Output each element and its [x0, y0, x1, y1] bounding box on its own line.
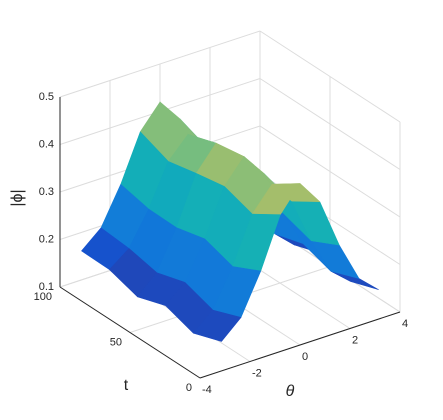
z-tick-label: 0.1	[39, 281, 54, 293]
y-tick-label: 50	[110, 336, 122, 348]
labels: 0.1 0.2 0.3 0.4 0.5 0 50 100 -4 -2 0 2 4	[34, 91, 408, 396]
z-tick-label: 0.2	[39, 233, 54, 245]
surface	[81, 101, 379, 342]
y-tick-label: 100	[34, 291, 52, 303]
z-axis-label: |ϕ|	[9, 189, 26, 206]
x-axis	[199, 311, 401, 379]
y-tick-label: 0	[186, 382, 192, 394]
x-tick-label: 2	[352, 334, 358, 346]
x-tick-label: -4	[202, 384, 212, 396]
z-tick-label: 0.3	[39, 186, 54, 198]
x-tick-label: -2	[252, 367, 262, 379]
x-axis-label: θ	[286, 383, 295, 400]
x-tick-label: 0	[302, 351, 308, 363]
surface-cell	[193, 309, 242, 342]
y-axis	[59, 286, 201, 379]
z-tick-label: 0.5	[39, 91, 54, 103]
x-tick-label: 4	[402, 318, 408, 330]
y-axis-label: t	[124, 377, 129, 394]
z-tick-label: 0.4	[39, 138, 54, 150]
